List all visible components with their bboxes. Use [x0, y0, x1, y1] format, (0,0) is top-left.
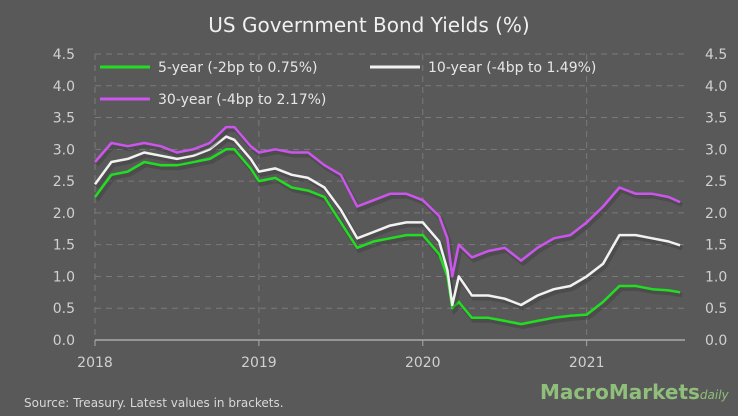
y-tick-label-left: 2.0 — [53, 206, 75, 222]
y-tick-label-left: 0.5 — [53, 301, 75, 317]
series-shadow-1 — [95, 137, 683, 311]
x-tick-label: 2018 — [77, 355, 113, 371]
y-tick-label-right: 0.0 — [705, 333, 727, 349]
y-tick-label-left: 4.5 — [53, 47, 75, 63]
y-tick-label-left: 4.0 — [53, 79, 75, 95]
series-line-30-year — [94, 125, 681, 278]
y-tick-label-right: 3.5 — [705, 111, 727, 127]
y-tick-label-right: 1.5 — [705, 238, 727, 254]
logo-sub: daily — [699, 388, 729, 402]
y-tick-label-left: 2.5 — [53, 174, 75, 190]
source-note: Source: Treasury. Latest values in brack… — [24, 396, 284, 410]
logo-main: MacroMarkets — [540, 380, 700, 404]
y-tick-label-right: 2.5 — [705, 174, 727, 190]
y-tick-label-right: 4.0 — [705, 79, 727, 95]
y-tick-label-left: 3.0 — [53, 142, 75, 158]
macromarkets-logo: MacroMarketsdaily — [540, 380, 729, 404]
y-tick-label-left: 0.0 — [53, 333, 75, 349]
series-shadow-0 — [95, 150, 683, 330]
series-shadow-2 — [95, 128, 683, 280]
y-tick-label-right: 0.5 — [705, 301, 727, 317]
y-tick-label-left: 1.0 — [53, 269, 75, 285]
series-line-5-year — [93, 148, 681, 326]
y-tick-label-right: 1.0 — [705, 269, 727, 285]
series-line-10-year — [93, 135, 681, 307]
y-tick-label-right: 2.0 — [705, 206, 727, 222]
chart-title: US Government Bond Yields (%) — [208, 13, 529, 37]
legend-label: 30-year (-4bp to 2.17%) — [158, 92, 326, 108]
y-tick-label-left: 1.5 — [53, 238, 75, 254]
y-tick-label-right: 3.0 — [705, 142, 727, 158]
x-tick-label: 2020 — [405, 355, 441, 371]
x-tick-label: 2021 — [569, 355, 605, 371]
x-tick-label: 2019 — [241, 355, 277, 371]
y-tick-label-right: 4.5 — [705, 47, 727, 63]
legend-label: 5-year (-2bp to 0.75%) — [158, 60, 317, 76]
y-tick-label-left: 3.5 — [53, 111, 75, 127]
legend-label: 10-year (-4bp to 1.49%) — [428, 60, 596, 76]
